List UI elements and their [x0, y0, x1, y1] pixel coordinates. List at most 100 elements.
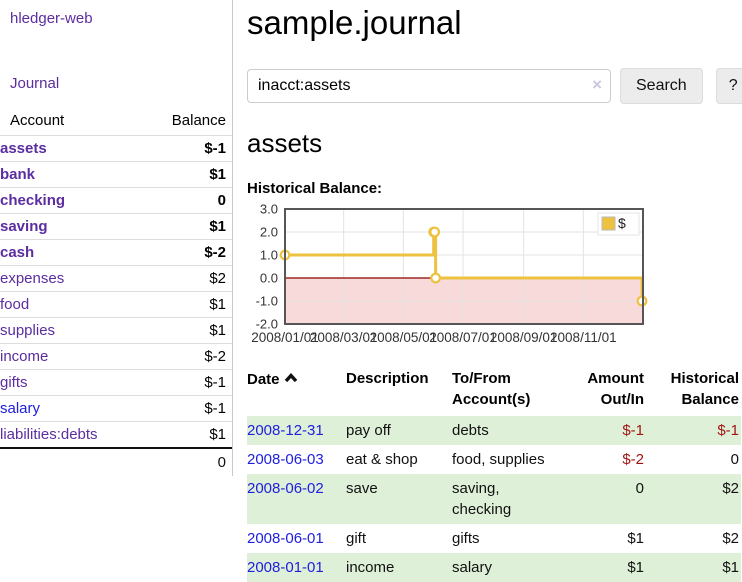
account-balance: $-2 — [204, 244, 226, 261]
account-balance: $2 — [209, 270, 226, 287]
register-col-balance: Historical Balance — [670, 370, 739, 408]
svg-text:2008/09/01: 2008/09/01 — [490, 330, 558, 345]
svg-text:2008/01/01: 2008/01/01 — [251, 330, 319, 345]
transaction-balance: $2 — [646, 473, 741, 524]
transaction-accounts: food, supplies — [452, 450, 545, 468]
transaction-balance: $1 — [646, 552, 741, 582]
account-row: income $-2 — [0, 343, 232, 370]
account-row: liabilities:debts $1 — [0, 421, 232, 449]
account-balance: $1 — [209, 218, 226, 235]
transaction-row: 2008-06-02 save saving, checking 0 $2 — [247, 473, 741, 524]
account-row: expenses $2 — [0, 265, 232, 292]
account-row: salary $-1 — [0, 395, 232, 422]
register-col-amount: Amount Out/In — [587, 370, 644, 408]
account-balance: $-1 — [204, 374, 226, 391]
account-row: bank $1 — [0, 161, 232, 188]
transaction-description: save — [346, 473, 452, 524]
svg-text:1.0: 1.0 — [260, 248, 278, 263]
account-row: supplies $1 — [0, 317, 232, 344]
svg-text:2008/11/01: 2008/11/01 — [550, 330, 617, 345]
transaction-amount: $-1 — [558, 415, 646, 445]
transaction-balance: $2 — [722, 529, 739, 547]
search-input[interactable] — [247, 69, 611, 104]
account-row: checking 0 — [0, 187, 232, 214]
transaction-accounts: gifts — [452, 529, 480, 547]
account-row: assets $-1 — [0, 135, 232, 162]
transaction-accounts: salary — [452, 552, 558, 582]
svg-text:0.0: 0.0 — [260, 271, 278, 286]
transaction-amount: 0 — [558, 473, 646, 524]
account-link-salary[interactable]: salary — [0, 400, 41, 417]
accounts-table: Account Balance assets $-1 bank $1 checkin… — [0, 108, 232, 476]
account-link-checking[interactable]: checking — [0, 192, 66, 209]
svg-text:2008/03/01: 2008/03/01 — [310, 330, 378, 345]
svg-text:-2.0: -2.0 — [256, 317, 278, 332]
account-link-income[interactable]: income — [0, 348, 49, 365]
account-link-assets[interactable]: assets — [0, 140, 47, 157]
transaction-amount: $1 — [558, 552, 646, 582]
register-header-row: Date Description To/From Account(s) Amou… — [247, 366, 741, 416]
svg-text:3.0: 3.0 — [260, 204, 278, 217]
account-row: cash $-2 — [0, 239, 232, 266]
page-title: sample.journal — [247, 4, 462, 41]
transaction-description: income — [346, 552, 452, 582]
account-link-saving[interactable]: saving — [0, 218, 48, 235]
transaction-date-link[interactable]: 2008-06-02 — [247, 479, 324, 497]
account-balance: $-1 — [204, 400, 226, 417]
account-link-cash[interactable]: cash — [0, 244, 35, 261]
accounts-col-account: Account — [10, 112, 65, 129]
transaction-accounts: debts — [452, 415, 558, 445]
transaction-description: pay off — [346, 415, 452, 445]
historical-balance-chart[interactable]: $3.0 2.0 1.0 0.0 -1.0 -2.0 2008/01/01 2008/03/0… — [247, 204, 742, 350]
accounts-col-balance: Balance — [171, 112, 226, 129]
svg-text:-1.0: -1.0 — [256, 294, 278, 309]
accounts-header-row: Account Balance — [0, 108, 232, 136]
main-content: sample.journal × Search ? assets Histori… — [233, 0, 742, 582]
transaction-row: 2008-06-03 eat & shop food, supplies $-2… — [247, 445, 741, 474]
account-link-expenses[interactable]: expenses — [0, 270, 65, 287]
account-balance: $1 — [209, 322, 226, 339]
help-button[interactable]: ? — [715, 68, 742, 105]
account-link-food[interactable]: food — [0, 296, 30, 313]
register-table: Date Description To/From Account(s) Amou… — [247, 366, 741, 582]
transaction-date-link[interactable]: 2008-12-31 — [247, 421, 324, 439]
accounts-total-row: 0 — [0, 448, 232, 476]
account-link-liabilities-debts[interactable]: liabilities:debts — [0, 426, 98, 443]
sort-ascending-icon — [284, 369, 298, 389]
transaction-date-link[interactable]: 2008-06-01 — [247, 529, 324, 547]
account-balance: $1 — [209, 296, 226, 313]
transaction-date-link[interactable]: 2008-06-03 — [247, 450, 324, 468]
account-link-supplies[interactable]: supplies — [0, 322, 56, 339]
search-button[interactable]: Search — [620, 68, 703, 105]
accounts-total-balance: 0 — [217, 454, 226, 471]
search-input-wrap: × — [247, 69, 611, 104]
transaction-description: eat & shop — [346, 450, 418, 468]
clear-search-icon[interactable]: × — [592, 75, 602, 95]
account-row: food $1 — [0, 291, 232, 318]
account-balance: 0 — [217, 192, 226, 209]
transaction-row: 2008-01-01 income salary $1 $1 — [247, 552, 741, 582]
register-col-accounts: To/From Account(s) — [452, 370, 531, 408]
account-link-gifts[interactable]: gifts — [0, 374, 28, 391]
svg-text:2008/05/01: 2008/05/01 — [370, 330, 438, 345]
transaction-date-link[interactable]: 2008-01-01 — [247, 558, 324, 576]
account-balance: $1 — [209, 426, 226, 443]
account-row: saving $1 — [0, 213, 232, 240]
svg-text:2008/07/01: 2008/07/01 — [429, 330, 497, 345]
search-form: × Search ? — [247, 68, 742, 105]
transaction-balance: $-1 — [646, 415, 741, 445]
transaction-amount: $1 — [627, 529, 644, 547]
register-col-description: Description — [346, 370, 429, 388]
nav-journal-link[interactable]: Journal — [10, 75, 60, 92]
account-heading: assets — [247, 128, 323, 159]
transaction-balance: 0 — [730, 450, 739, 468]
account-link-bank[interactable]: bank — [0, 166, 36, 183]
sidebar: hledger-web Journal Account Balance asse… — [0, 0, 233, 476]
account-balance: $-1 — [204, 140, 226, 157]
account-balance: $-2 — [204, 348, 226, 365]
transaction-description: gift — [346, 529, 367, 547]
transaction-accounts: saving, checking — [452, 473, 558, 524]
register-col-date[interactable]: Date — [247, 366, 346, 416]
brand-link[interactable]: hledger-web — [10, 10, 93, 27]
